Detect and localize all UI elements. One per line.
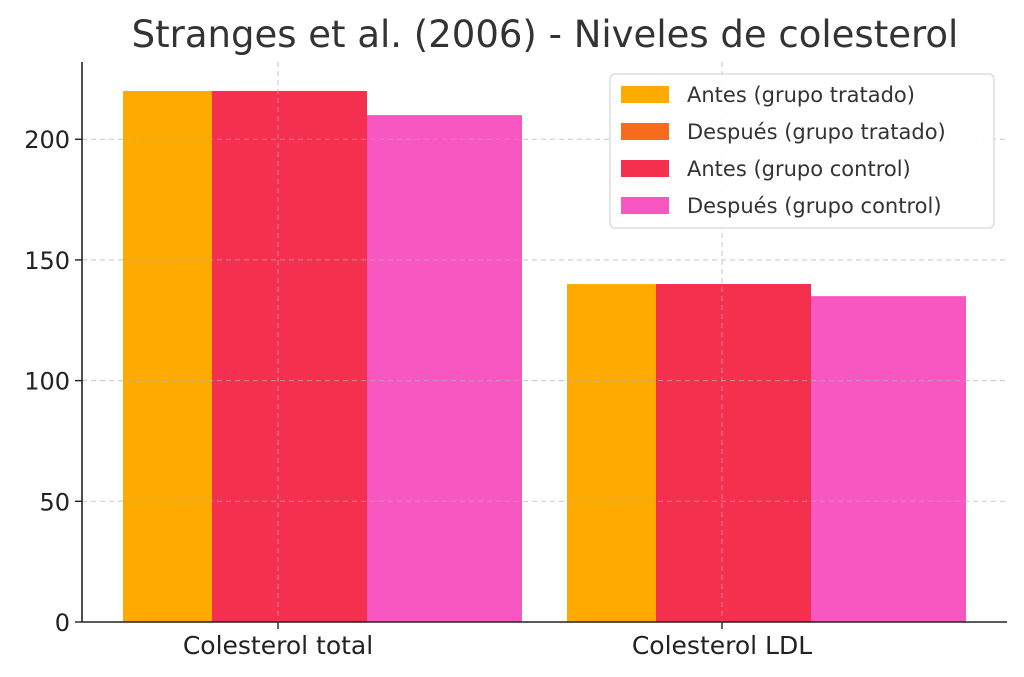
grid-lines bbox=[82, 62, 1007, 622]
legend-label-3: Antes (grupo control) bbox=[687, 157, 911, 181]
y-tick-label-4: 200 bbox=[24, 126, 70, 154]
legend-swatch-1 bbox=[621, 86, 669, 103]
y-tick-label-0: 0 bbox=[55, 609, 70, 637]
legend-label-1: Antes (grupo tratado) bbox=[687, 83, 915, 107]
bar-4-1 bbox=[367, 115, 522, 622]
legend-swatch-2 bbox=[621, 123, 669, 140]
x-tick-label-0: Colesterol total bbox=[183, 631, 373, 660]
legend-swatch-4 bbox=[621, 197, 669, 214]
legend-label-4: Después (grupo control) bbox=[687, 194, 942, 218]
chart-title: Stranges et al. (2006) - Niveles de cole… bbox=[132, 13, 959, 56]
bars bbox=[123, 90, 966, 622]
y-axis-ticks: 0 50 100 150 200 bbox=[24, 126, 82, 637]
legend-label-2: Después (grupo tratado) bbox=[687, 120, 946, 144]
bar-1-1 bbox=[123, 90, 212, 622]
axes bbox=[81, 62, 1007, 623]
y-tick-label-2: 100 bbox=[24, 368, 70, 396]
bar-1-2 bbox=[567, 284, 656, 622]
x-axis-categories: Colesterol total Colesterol LDL bbox=[183, 622, 812, 660]
legend: Antes (grupo tratado) Después (grupo trat… bbox=[609, 73, 995, 229]
legend-swatch-3 bbox=[621, 160, 669, 177]
legend-box bbox=[609, 73, 995, 229]
bar-3-1 bbox=[212, 90, 367, 622]
y-tick-label-3: 150 bbox=[24, 247, 70, 275]
x-tick-label-1: Colesterol LDL bbox=[632, 631, 812, 660]
bar-4-2 bbox=[811, 296, 966, 622]
bar-3-2 bbox=[656, 284, 811, 622]
y-tick-label-1: 50 bbox=[39, 488, 70, 516]
